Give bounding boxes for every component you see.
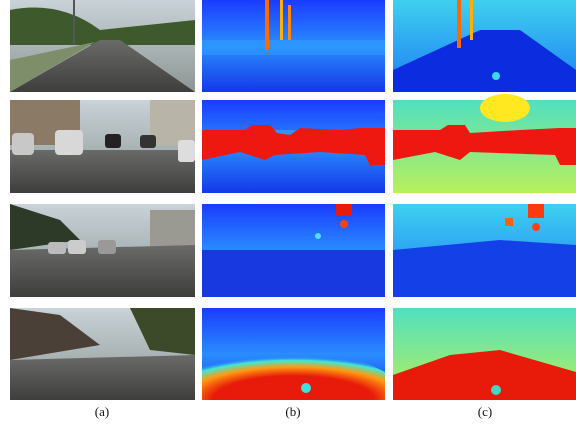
heatmap (202, 100, 385, 193)
image-grid (10, 0, 576, 400)
page: (a) (b) (c) (() => { const data = JSON.p… (0, 0, 576, 425)
caption: (c) (478, 404, 492, 419)
heatmap (202, 308, 385, 400)
heatmap (393, 204, 576, 297)
photo (10, 100, 195, 193)
caption: (a) (95, 404, 109, 419)
heatmap (393, 0, 576, 92)
heatmap (202, 204, 385, 297)
photo (10, 308, 195, 400)
heatmap (202, 0, 385, 92)
heatmap (393, 308, 576, 400)
photo (10, 204, 195, 297)
photo (10, 0, 195, 92)
heatmap (393, 94, 576, 193)
caption: (b) (285, 404, 300, 419)
figure: (a) (b) (c) (0, 0, 576, 425)
